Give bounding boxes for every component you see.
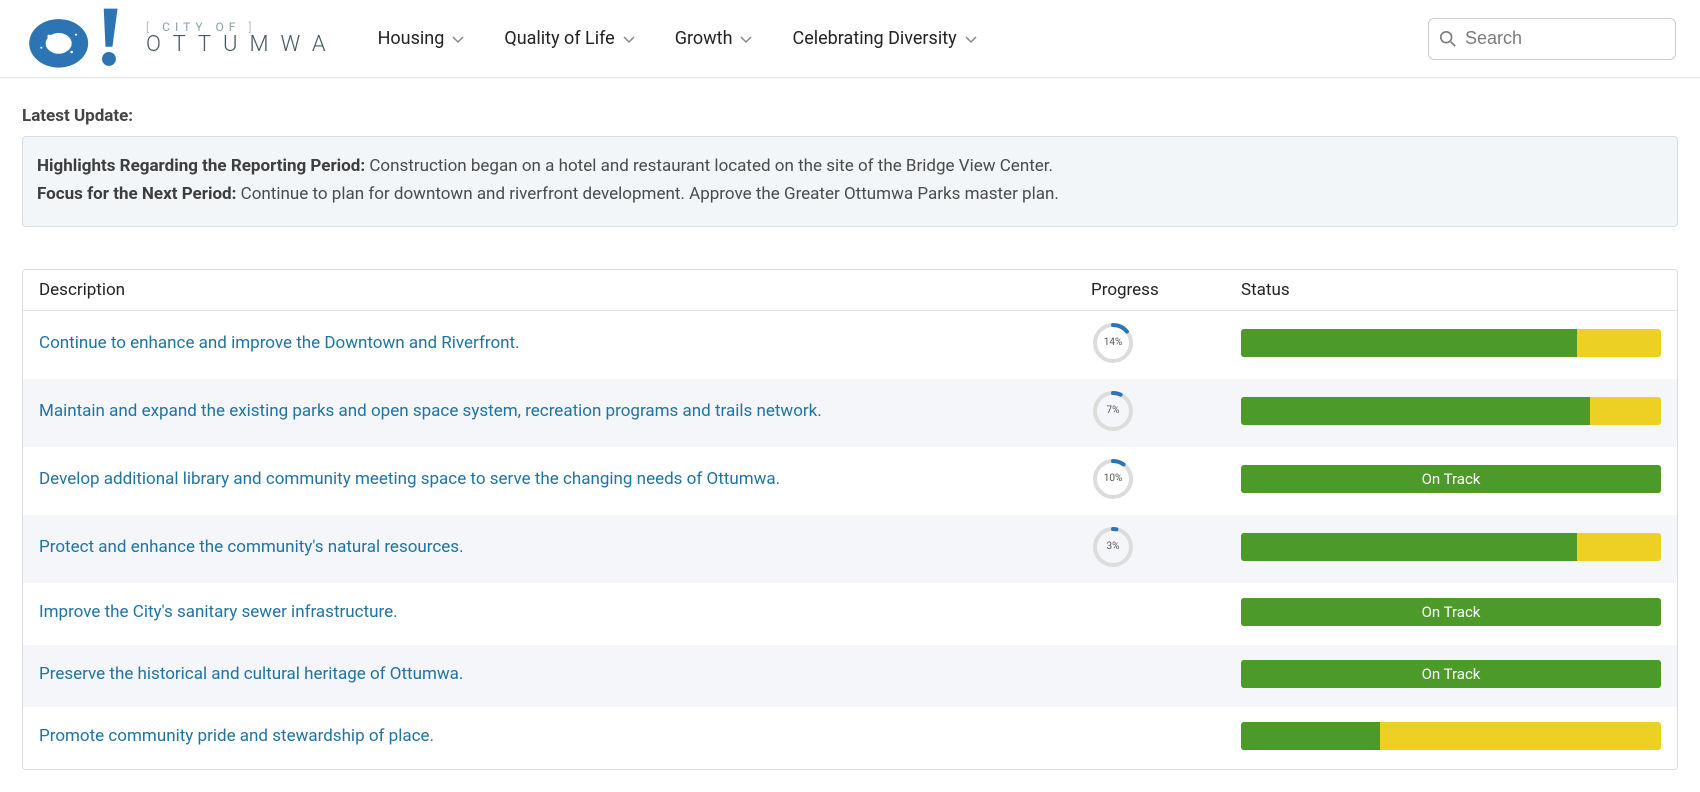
logo-mark bbox=[24, 7, 128, 71]
highlights-text: Construction began on a hotel and restau… bbox=[369, 156, 1053, 176]
table-row: Preserve the historical and cultural her… bbox=[23, 645, 1677, 707]
status-label: On Track bbox=[1422, 603, 1481, 621]
progress-ring: 7% bbox=[1091, 389, 1135, 433]
table-row: Improve the City's sanitary sewer infras… bbox=[23, 583, 1677, 645]
goal-link[interactable]: Continue to enhance and improve the Down… bbox=[39, 333, 520, 353]
progress-ring: 3% bbox=[1091, 525, 1135, 569]
focus-text: Continue to plan for downtown and riverf… bbox=[241, 184, 1059, 204]
status-bar: On Track bbox=[1241, 598, 1661, 626]
site-header: [ CITY OF ] OTTUMWA Housing Quality of L… bbox=[0, 0, 1700, 78]
update-box: Highlights Regarding the Reporting Perio… bbox=[22, 136, 1678, 227]
nav-label: Celebrating Diversity bbox=[792, 28, 956, 49]
table-header: Description Progress Status bbox=[23, 270, 1677, 311]
status-bar: On Track bbox=[1241, 465, 1661, 493]
nav-label: Growth bbox=[675, 28, 733, 49]
status-label: On Track bbox=[1422, 470, 1481, 488]
main-nav: Housing Quality of Life Growth Celebrati… bbox=[378, 28, 977, 49]
goal-link[interactable]: Protect and enhance the community's natu… bbox=[39, 537, 464, 557]
nav-item-housing[interactable]: Housing bbox=[378, 28, 465, 49]
progress-pct: 10% bbox=[1091, 457, 1135, 501]
highlights-label: Highlights Regarding the Reporting Perio… bbox=[37, 156, 365, 176]
col-status: Status bbox=[1241, 280, 1661, 300]
search-icon bbox=[1439, 30, 1457, 48]
progress-ring: 14% bbox=[1091, 321, 1135, 365]
table-body: Continue to enhance and improve the Down… bbox=[23, 311, 1677, 769]
status-bar bbox=[1241, 329, 1661, 357]
progress-pct: 3% bbox=[1091, 525, 1135, 569]
search-input[interactable] bbox=[1465, 28, 1665, 49]
logo[interactable]: [ CITY OF ] OTTUMWA bbox=[24, 7, 338, 71]
nav-item-quality-of-life[interactable]: Quality of Life bbox=[504, 28, 634, 49]
status-label: On Track bbox=[1422, 665, 1481, 683]
chevron-down-icon bbox=[740, 28, 752, 49]
nav-item-celebrating-diversity[interactable]: Celebrating Diversity bbox=[792, 28, 976, 49]
status-bar: On Track bbox=[1241, 660, 1661, 688]
goal-link[interactable]: Promote community pride and stewardship … bbox=[39, 726, 434, 746]
col-description: Description bbox=[39, 280, 1091, 300]
goal-link[interactable]: Develop additional library and community… bbox=[39, 469, 780, 489]
logo-text: [ CITY OF ] OTTUMWA bbox=[146, 21, 338, 57]
table-row: Develop additional library and community… bbox=[23, 447, 1677, 515]
latest-update-label: Latest Update: bbox=[22, 106, 1678, 126]
goal-link[interactable]: Preserve the historical and cultural her… bbox=[39, 664, 463, 684]
focus-label: Focus for the Next Period: bbox=[37, 184, 236, 204]
status-bar bbox=[1241, 397, 1661, 425]
status-bar bbox=[1241, 722, 1661, 750]
search-box[interactable] bbox=[1428, 18, 1676, 60]
chevron-down-icon bbox=[452, 28, 464, 49]
status-bar bbox=[1241, 533, 1661, 561]
nav-label: Quality of Life bbox=[504, 28, 614, 49]
progress-ring: 10% bbox=[1091, 457, 1135, 501]
table-row: Promote community pride and stewardship … bbox=[23, 707, 1677, 769]
nav-label: Housing bbox=[378, 28, 445, 49]
col-progress: Progress bbox=[1091, 280, 1241, 300]
goal-link[interactable]: Improve the City's sanitary sewer infras… bbox=[39, 602, 398, 622]
table-row: Continue to enhance and improve the Down… bbox=[23, 311, 1677, 379]
progress-pct: 14% bbox=[1091, 321, 1135, 365]
goal-link[interactable]: Maintain and expand the existing parks a… bbox=[39, 401, 822, 421]
table-row: Maintain and expand the existing parks a… bbox=[23, 379, 1677, 447]
goals-table: Description Progress Status Continue to … bbox=[22, 269, 1678, 770]
table-row: Protect and enhance the community's natu… bbox=[23, 515, 1677, 583]
nav-item-growth[interactable]: Growth bbox=[675, 28, 753, 49]
chevron-down-icon bbox=[965, 28, 977, 49]
progress-pct: 7% bbox=[1091, 389, 1135, 433]
logo-main-text: OTTUMWA bbox=[146, 33, 338, 56]
chevron-down-icon bbox=[623, 28, 635, 49]
